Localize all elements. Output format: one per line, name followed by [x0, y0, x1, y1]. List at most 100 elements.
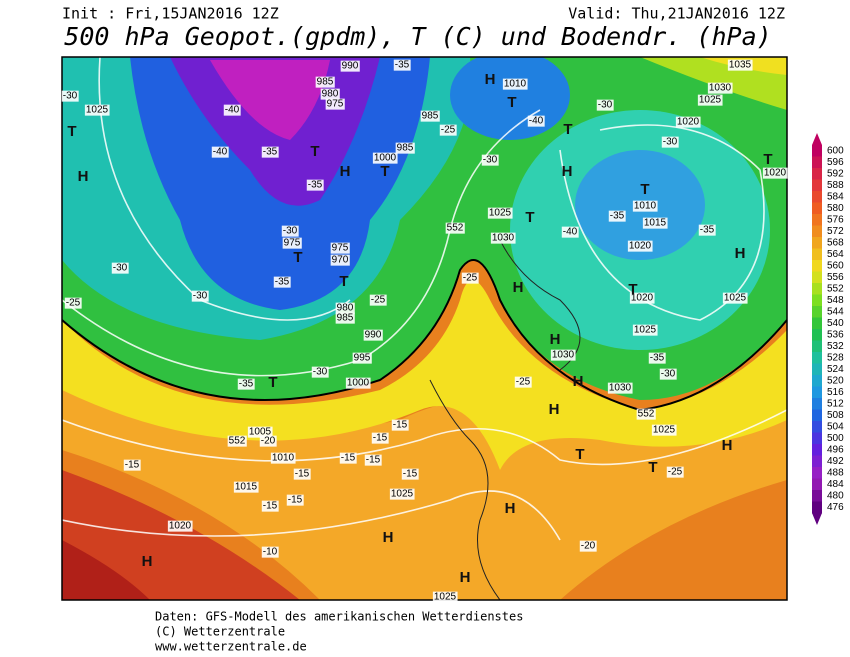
- contour-label: -40: [213, 147, 228, 158]
- pressure-center: H: [460, 569, 471, 586]
- contour-label: -15: [295, 469, 310, 480]
- contour-label: 985: [317, 77, 334, 88]
- legend-swatch: [812, 237, 822, 249]
- label-box: [325, 98, 345, 110]
- legend-label: 500: [827, 433, 844, 444]
- label-box: [363, 329, 383, 341]
- pressure-center: T: [67, 123, 76, 140]
- contour-label: -15: [288, 495, 303, 506]
- contour-label: -10: [263, 547, 278, 558]
- label-box: [389, 488, 415, 500]
- label-box: [311, 366, 329, 378]
- pressure-center: H: [340, 163, 351, 180]
- pressure-center: H: [383, 529, 394, 546]
- label-box: [315, 76, 335, 88]
- contour-label: -35: [308, 180, 323, 191]
- label-box: [64, 297, 82, 309]
- label-box: [123, 459, 141, 471]
- label-box: [642, 217, 668, 229]
- label-box: [707, 82, 733, 94]
- label-box: [490, 232, 516, 244]
- legend-swatch: [812, 432, 822, 445]
- contour-label: 552: [638, 409, 655, 420]
- label-box: [339, 452, 357, 464]
- legend-label: 568: [827, 237, 844, 248]
- legend-label: 476: [827, 502, 844, 513]
- contour-label: -15: [373, 433, 388, 444]
- label-box: [261, 546, 279, 558]
- legend-swatch: [812, 352, 822, 364]
- pressure-center: T: [563, 121, 572, 138]
- label-box: [259, 435, 277, 447]
- label-box: [487, 207, 513, 219]
- legend-swatch: [812, 317, 822, 330]
- legend-label: 504: [827, 421, 844, 432]
- contour-label: 1020: [629, 241, 652, 252]
- label-box: [439, 124, 457, 136]
- contour-label: 985: [422, 111, 439, 122]
- footer-line: Daten: GFS-Modell des amerikanischen Wet…: [155, 610, 523, 624]
- label-box: [293, 468, 311, 480]
- contour-label: 1010: [504, 79, 527, 90]
- contour-label: -35: [395, 60, 410, 71]
- contour-label: -35: [610, 211, 625, 222]
- legend-swatch: [812, 271, 822, 284]
- pressure-center: H: [505, 500, 516, 517]
- contour-label: 975: [332, 243, 349, 254]
- label-box: [697, 94, 723, 106]
- label-box: [648, 352, 666, 364]
- legend-swatch: [812, 490, 822, 502]
- pressure-center: T: [525, 209, 534, 226]
- contour-label: 1010: [634, 201, 657, 212]
- label-box: [61, 90, 79, 102]
- contour-label: -35: [275, 277, 290, 288]
- label-box: [335, 302, 355, 314]
- label-box: [481, 154, 499, 166]
- contour-label: 1015: [644, 218, 667, 229]
- label-box: [636, 408, 656, 420]
- legend-swatch: [812, 306, 822, 318]
- label-box: [632, 200, 658, 212]
- legend-swatch: [812, 363, 822, 376]
- pressure-center: H: [142, 553, 153, 570]
- legend-swatch: [812, 202, 822, 215]
- contour-label: -25: [668, 467, 683, 478]
- contour-label: 1025: [391, 489, 414, 500]
- pressure-center: T: [268, 374, 277, 391]
- label-box: [608, 210, 626, 222]
- legend-label: 544: [827, 306, 844, 317]
- contour-label: 985: [397, 143, 414, 154]
- label-box: [596, 99, 614, 111]
- contour-label: -30: [193, 291, 208, 302]
- label-box: [223, 104, 241, 116]
- legend-label: 520: [827, 375, 844, 386]
- label-box: [659, 368, 677, 380]
- label-box: [282, 237, 302, 249]
- legend-arrow: [812, 513, 822, 525]
- legend-swatch: [812, 386, 822, 399]
- contour-label: 1005: [249, 427, 272, 438]
- label-box: [237, 378, 255, 390]
- label-box: [233, 481, 259, 493]
- label-box: [666, 466, 684, 478]
- label-box: [391, 419, 409, 431]
- label-box: [340, 60, 360, 72]
- legend-label: 484: [827, 479, 844, 490]
- contour-label: 1020: [764, 168, 787, 179]
- label-box: [371, 432, 389, 444]
- label-box: [607, 382, 633, 394]
- legend-label: 540: [827, 318, 844, 329]
- contour-label: 990: [342, 61, 359, 72]
- legend-swatch: [812, 156, 822, 169]
- contour-label: 985: [337, 313, 354, 324]
- label-box: [247, 426, 273, 438]
- legend-label: 596: [827, 157, 844, 168]
- contour-label: 1025: [724, 293, 747, 304]
- legend-label: 512: [827, 398, 844, 409]
- label-box: [627, 240, 653, 252]
- contour-label: 1025: [653, 425, 676, 436]
- label-box: [629, 292, 655, 304]
- label-box: [393, 59, 411, 71]
- title: 500 hPa Geopot.(gpdm), T (C) und Bodendr…: [64, 22, 771, 51]
- contour-label: 980: [322, 89, 339, 100]
